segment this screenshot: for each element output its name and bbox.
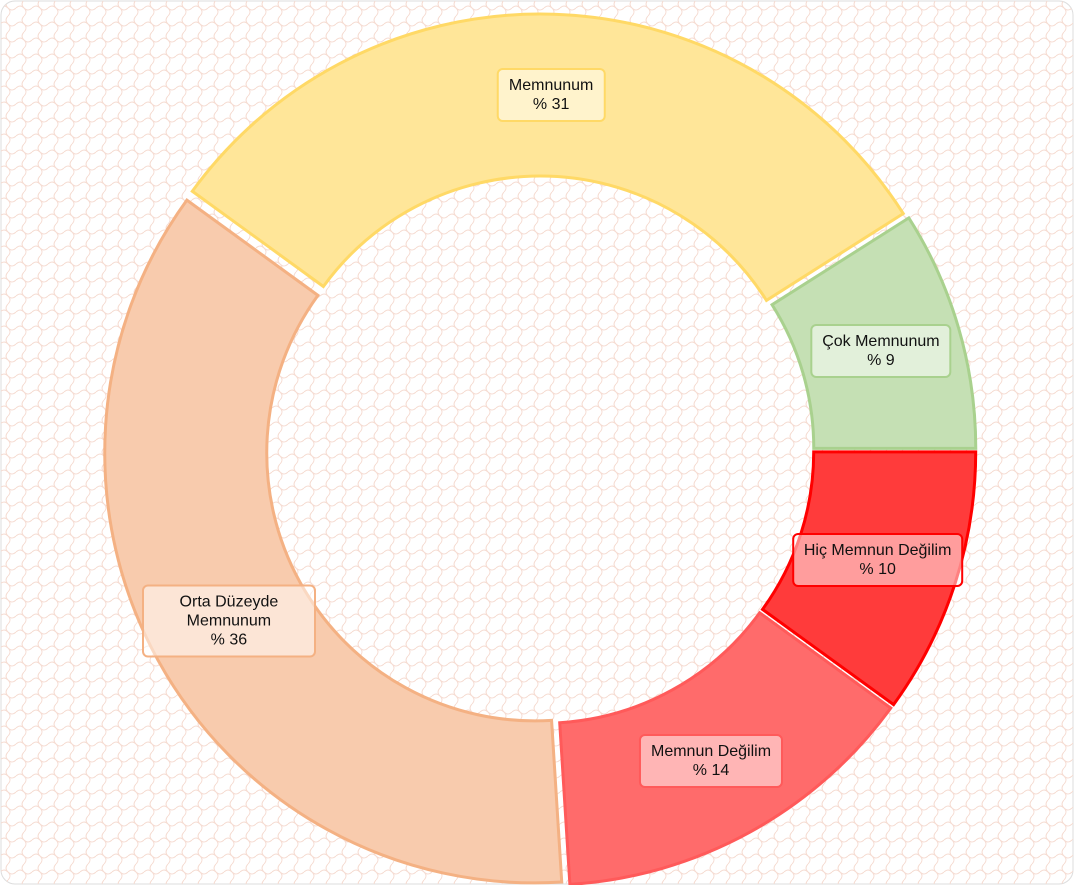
donut-slice [103,198,564,885]
slice-label: Memnun Değilim% 14 [638,734,784,789]
slice-value: % 31 [532,96,570,114]
slice-name: Memnunum [508,77,594,95]
slice-label: Orta Düzeyde Memnunum% 36 [141,584,316,658]
slice-label: Memnunum% 31 [496,68,606,123]
slice-value: % 9 [867,351,895,369]
slice-value: % 36 [210,631,248,649]
slice-value: % 14 [692,762,730,780]
slice-name: Çok Memnunum [822,332,940,350]
slice-value: % 10 [859,560,896,578]
slice-label: Hiç Memnun Değilim% 10 [791,532,964,587]
donut-slice [190,12,906,303]
slice-label: Çok Memnunum% 9 [810,323,952,378]
slice-name: Hiç Memnun Değilim [803,541,952,559]
slice-name: Memnun Değilim [650,743,772,761]
slice-name: Orta Düzeyde Memnunum [179,593,279,630]
